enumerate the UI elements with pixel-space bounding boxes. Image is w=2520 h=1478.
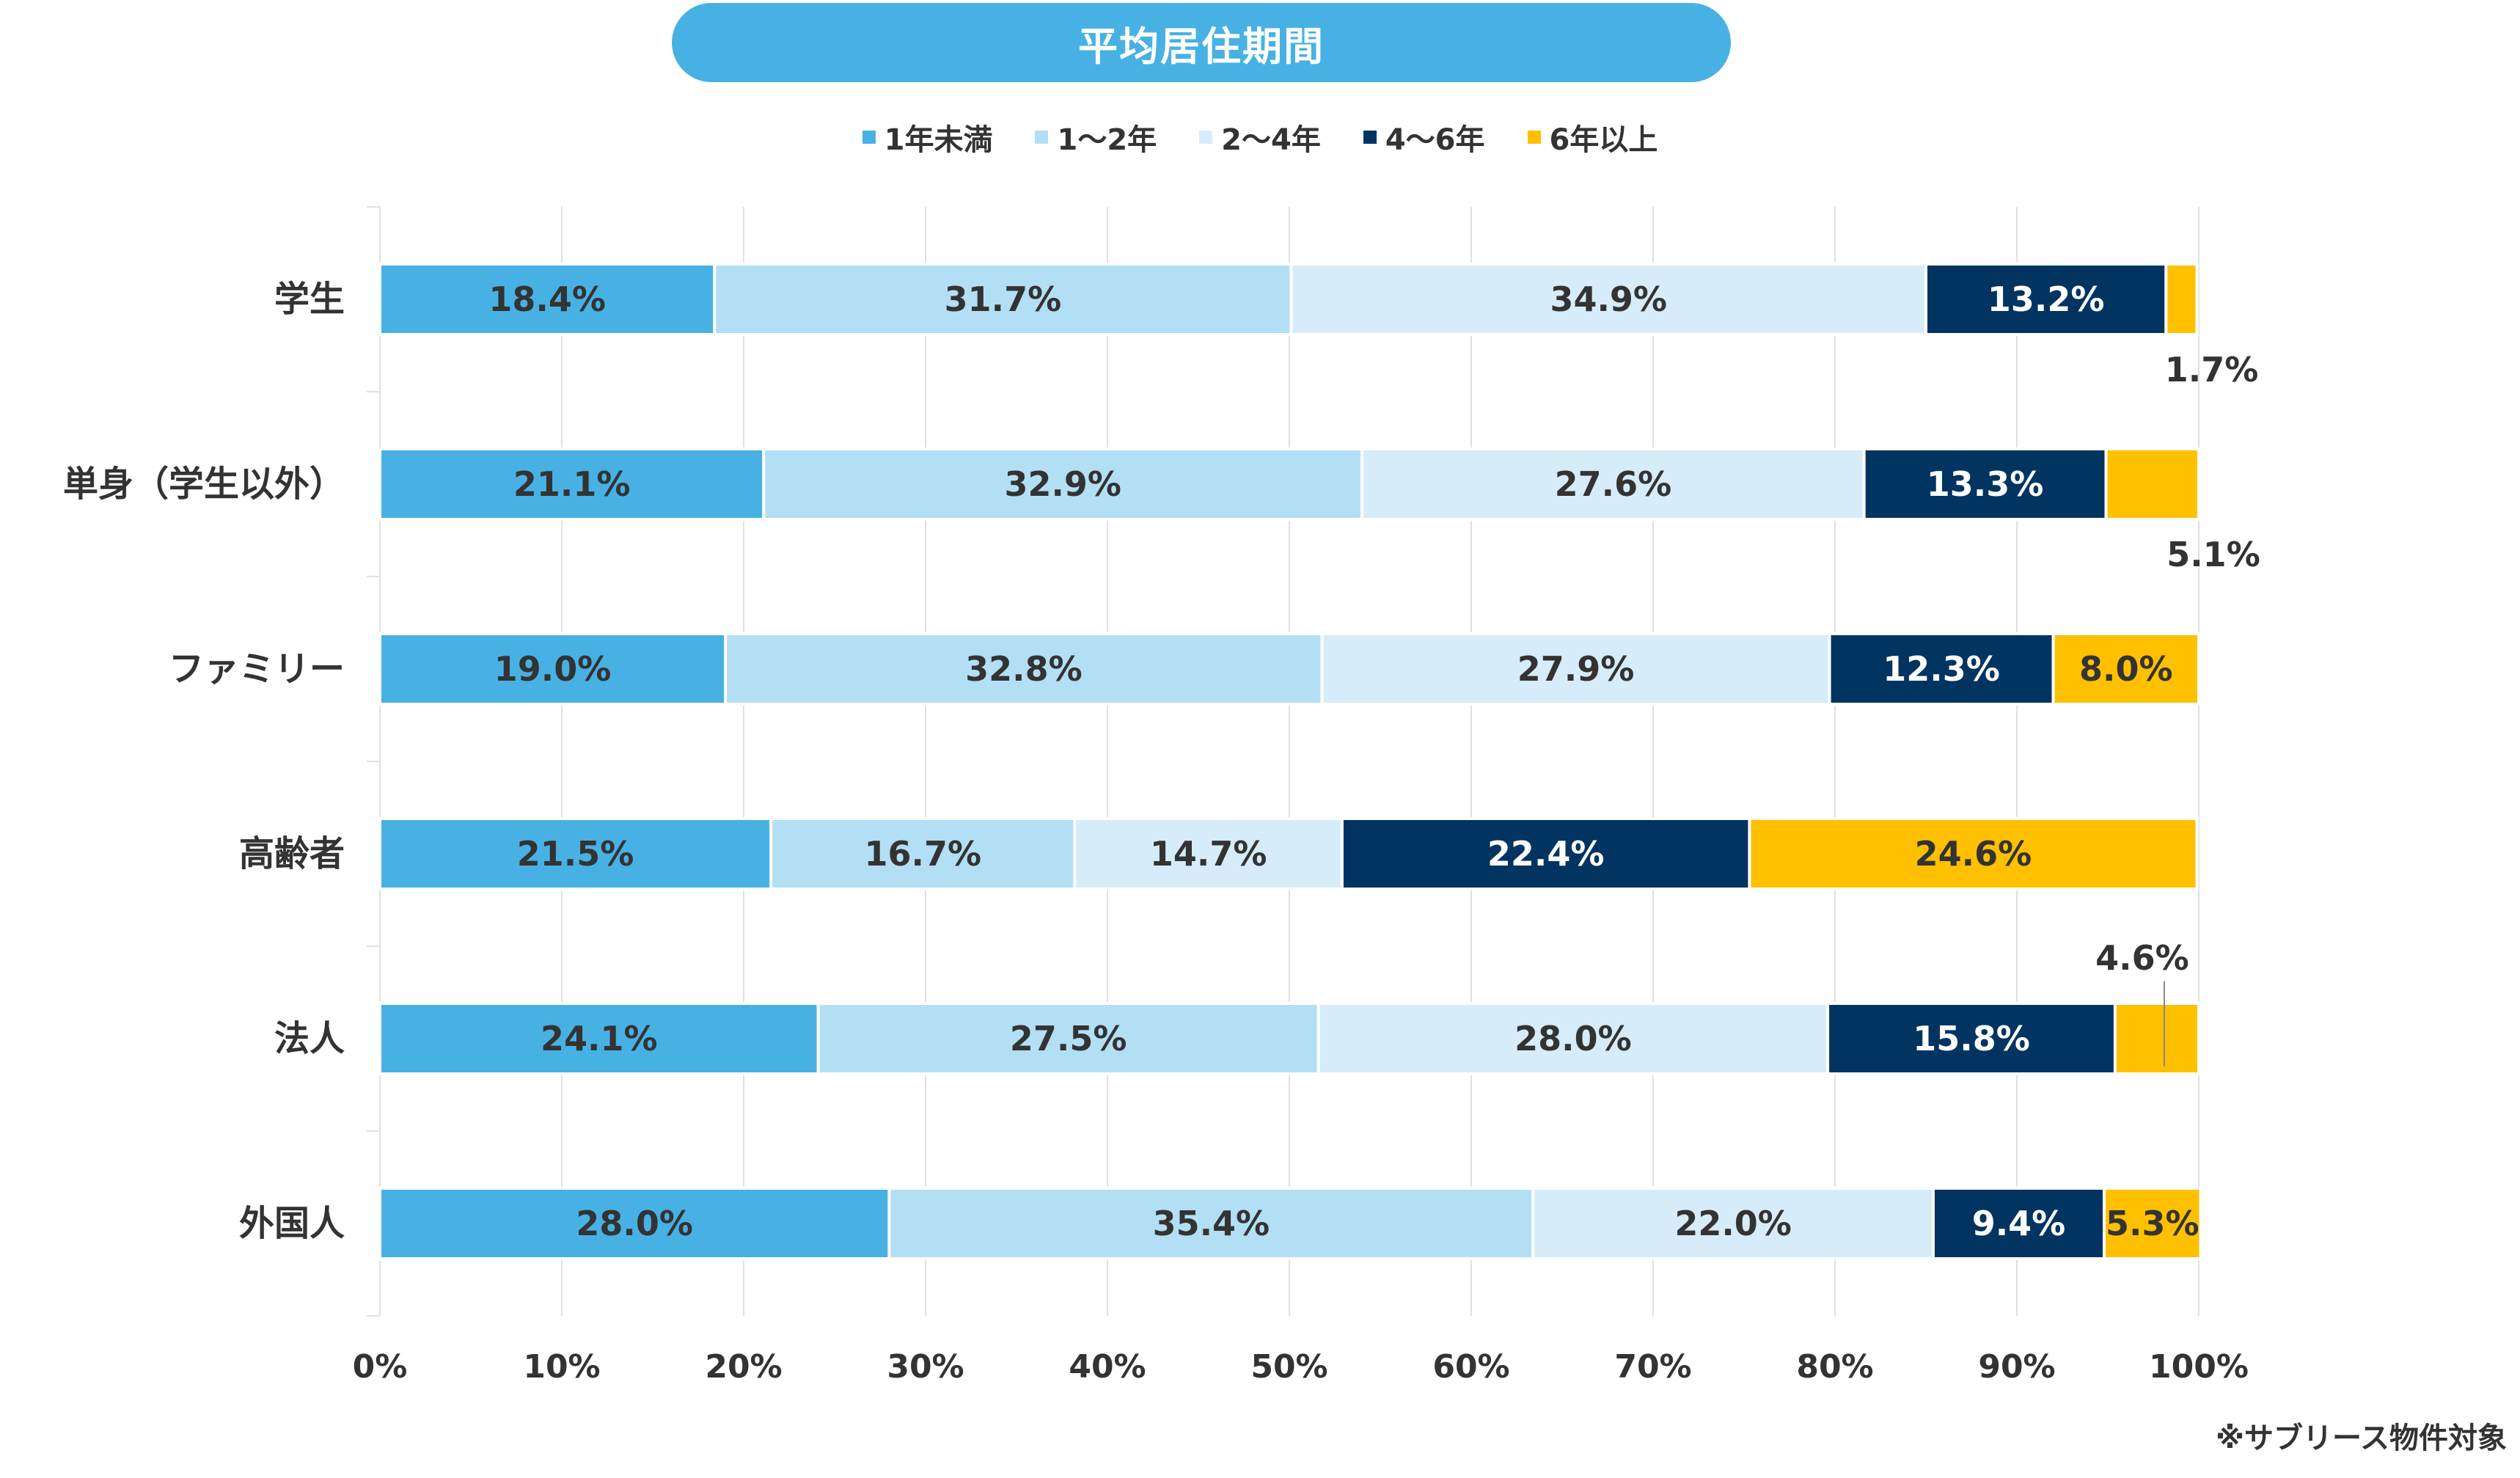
x-tick-labels: 0% 10% 20% 30% 40% 50% 60% 70% 80% 90% 100% xyxy=(353,1348,2249,1386)
data-label: 22.4% xyxy=(1487,834,1605,874)
bar-segment xyxy=(887,1187,1535,1260)
bar-segment xyxy=(1316,1002,1830,1075)
data-label: 21.1% xyxy=(513,464,631,504)
x-tick-label: 10% xyxy=(523,1348,600,1386)
bar-segment xyxy=(762,447,1364,521)
bar-segment xyxy=(1826,1002,2117,1075)
x-tick-label: 90% xyxy=(1978,1348,2055,1386)
data-label: 27.9% xyxy=(1517,649,1635,689)
data-label: 28.0% xyxy=(1514,1019,1632,1058)
bar-segment xyxy=(816,1002,1320,1075)
data-label: 9.4% xyxy=(1972,1204,2066,1243)
bar-segment xyxy=(1073,817,1344,890)
data-labels: 18.4% 31.7% 34.9% 13.2% 1.7% 21.1% 32.9% 27.6% 1… xyxy=(488,279,2260,1243)
bar-segment xyxy=(1862,447,2108,521)
bar-segment xyxy=(2103,1187,2202,1260)
bar-segment xyxy=(2051,632,2201,706)
data-label: 32.9% xyxy=(1004,464,1121,504)
legend-label: 1年未満 xyxy=(884,123,993,157)
bar-segment xyxy=(769,817,1077,890)
data-label: 35.4% xyxy=(1153,1204,1270,1243)
legend-item: 6年以上 xyxy=(1527,116,1658,158)
category-label: 高齢者 xyxy=(239,833,345,874)
legend-swatch xyxy=(862,131,876,144)
data-label: 5.1% xyxy=(2166,535,2260,574)
data-label: 18.4% xyxy=(488,279,606,319)
chart-title: 平均居住期間 xyxy=(1078,23,1325,70)
legend-swatch xyxy=(1363,131,1377,144)
bar-segment xyxy=(378,1187,891,1260)
x-tick-label: 100% xyxy=(2149,1348,2249,1386)
data-label: 8.0% xyxy=(2079,649,2173,689)
data-label: 13.2% xyxy=(1988,279,2105,319)
data-label: 24.1% xyxy=(541,1019,658,1058)
legend-label: 2〜4年 xyxy=(1221,123,1321,157)
legend-swatch xyxy=(1035,131,1049,144)
data-label: 27.5% xyxy=(1010,1019,1127,1058)
category-label: 法人 xyxy=(274,1018,345,1059)
data-label: 4.6% xyxy=(2095,938,2189,978)
legend-item: 2〜4年 xyxy=(1199,116,1321,158)
data-label: 24.6% xyxy=(1915,834,2032,874)
bar-segment xyxy=(1531,1187,1935,1260)
data-label: 28.0% xyxy=(576,1204,693,1243)
chart-title-banner: 平均居住期間 xyxy=(672,3,1731,82)
bar-segment xyxy=(713,263,1293,336)
bar-segment xyxy=(2113,1002,2200,1075)
x-tick-label: 60% xyxy=(1432,1348,1509,1386)
data-label: 12.3% xyxy=(1883,649,2000,689)
bar-segment xyxy=(1340,817,1751,890)
legend-label: 1〜2年 xyxy=(1057,123,1157,157)
data-label: 32.8% xyxy=(965,649,1083,689)
data-label: 34.9% xyxy=(1550,279,1667,319)
x-tick-label: 70% xyxy=(1614,1348,1691,1386)
bar-segment xyxy=(378,1002,820,1075)
legend-item: 4〜6年 xyxy=(1363,116,1485,158)
legend-item: 1〜2年 xyxy=(1035,116,1157,158)
legend-label: 6年以上 xyxy=(1549,123,1658,157)
x-tick-label: 30% xyxy=(887,1348,964,1386)
data-label: 22.0% xyxy=(1674,1204,1792,1243)
bar-segment xyxy=(378,817,773,890)
bar-segment xyxy=(1828,632,2055,706)
data-label: 1.7% xyxy=(2165,350,2259,389)
data-label: 27.6% xyxy=(1555,464,1672,504)
data-label: 16.7% xyxy=(864,834,981,874)
x-tick-label: 50% xyxy=(1250,1348,1327,1386)
category-label: ファミリー xyxy=(169,648,345,689)
category-label: 学生 xyxy=(274,279,345,320)
bar-segment xyxy=(1748,817,2199,890)
bar-segments xyxy=(378,263,2202,1260)
legend: 1年未満 1〜2年 2〜4年 4〜6年 6年以上 xyxy=(0,116,2520,158)
data-label: 31.7% xyxy=(945,279,1062,319)
bar-segment xyxy=(1924,263,2168,336)
category-label: 単身（学生以外） xyxy=(63,464,345,505)
data-label: 15.8% xyxy=(1913,1019,2030,1058)
bar-segment xyxy=(1931,1187,2106,1260)
category-label: 外国人 xyxy=(239,1203,345,1244)
data-label: 13.3% xyxy=(1927,464,2044,504)
data-label: 19.0% xyxy=(494,649,612,689)
legend-label: 4〜6年 xyxy=(1385,123,1485,157)
legend-swatch xyxy=(1527,131,1541,144)
legend-item: 1年未満 xyxy=(862,116,993,158)
gridlines xyxy=(367,206,2199,1317)
x-tick-label: 20% xyxy=(705,1348,782,1386)
x-tick-label: 80% xyxy=(1796,1348,1873,1386)
bar-segment xyxy=(724,632,1324,706)
data-label: 21.5% xyxy=(517,834,634,874)
data-label: 5.3% xyxy=(2106,1204,2199,1243)
x-tick-label: 40% xyxy=(1069,1348,1146,1386)
footnote: ※サブリース物件対象 xyxy=(2216,1422,2507,1455)
data-label: 14.7% xyxy=(1150,834,1267,874)
legend-swatch xyxy=(1199,131,1213,144)
x-tick-label: 0% xyxy=(353,1348,408,1386)
bar-segment xyxy=(2164,263,2199,336)
bar-segment xyxy=(2104,447,2201,521)
